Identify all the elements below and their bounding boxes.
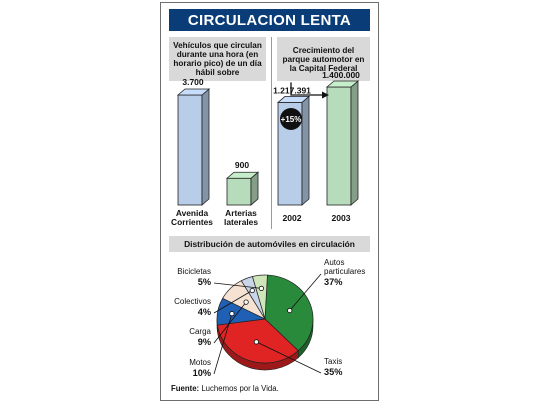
leader-dot-taxis bbox=[253, 339, 259, 345]
charts-canvas: 3.700 Avenida Corrientes 900 Arterias lateral… bbox=[171, 70, 365, 378]
source-label: Fuente: bbox=[171, 384, 200, 393]
leader-line-colectivos bbox=[213, 290, 253, 314]
value-label-avenida-corrientes: 3.700 bbox=[182, 77, 204, 87]
slice-label-carga: Carga bbox=[189, 327, 211, 336]
leader-line-taxis bbox=[256, 341, 322, 374]
slice-value-colectivos: 4% bbox=[198, 307, 211, 317]
slice-label-colectivos: Colectivos bbox=[174, 297, 211, 306]
growth-badge: +15% bbox=[280, 108, 302, 130]
slice-value-bicicletas: 5% bbox=[198, 277, 211, 287]
slice-value-carga: 9% bbox=[198, 337, 211, 347]
pie-slice-bicicletas bbox=[252, 274, 268, 320]
leader-dot-colectivos bbox=[249, 287, 255, 294]
leader-dot-bicicletas bbox=[258, 285, 265, 291]
value-label-2003: 1.400.000 bbox=[322, 70, 360, 80]
slice-value-motos: 10% bbox=[193, 368, 211, 378]
bar-2003 bbox=[325, 80, 360, 206]
category-label-avenida-corrientes: Avenida Corrientes bbox=[171, 208, 213, 227]
source-text: Luchemos por la Vida. bbox=[201, 384, 279, 393]
leader-line-bicicletas bbox=[213, 282, 262, 289]
infographic-frame: CIRCULACION LENTA Vehículos que circulan… bbox=[160, 2, 379, 401]
infographic-title: CIRCULACION LENTA bbox=[169, 9, 370, 31]
leader-dot-carga bbox=[243, 299, 249, 305]
slice-label-taxis: Taxis bbox=[324, 357, 342, 366]
bar-arterias-laterales bbox=[225, 171, 260, 206]
category-label-2003: 2003 bbox=[331, 213, 350, 223]
slice-value-taxis: 35% bbox=[324, 367, 342, 377]
category-label-2002: 2002 bbox=[282, 213, 301, 223]
slice-label-motos: Motos bbox=[189, 358, 211, 367]
leader-line-carga bbox=[213, 301, 247, 344]
fleet-chart-title: Crecimiento del parque automotor en la C… bbox=[277, 37, 370, 81]
slice-label-bicicletas: Bicicletas bbox=[177, 267, 211, 276]
value-label-2002: 1.217.391 bbox=[273, 85, 311, 95]
leader-line-autos-particulares bbox=[289, 273, 322, 311]
slice-label-autos-particulares: Autos particulares bbox=[324, 258, 365, 276]
pie-chart-title: Distribución de automóviles en circulaci… bbox=[169, 236, 370, 252]
growth-badge-label: +15% bbox=[281, 115, 302, 124]
source-note: Fuente: Luchemos por la Vida. bbox=[171, 384, 279, 393]
growth-arrow bbox=[290, 82, 329, 99]
leader-dot-motos bbox=[229, 311, 235, 317]
traffic-chart-title: Vehículos que circulan durante una hora … bbox=[169, 37, 266, 81]
slice-value-autos-particulares: 37% bbox=[324, 277, 342, 287]
leader-dot-autos-particulares bbox=[287, 307, 293, 314]
chart-divider bbox=[271, 37, 272, 229]
bar-avenida-corrientes bbox=[176, 88, 211, 206]
value-label-arterias-laterales: 900 bbox=[235, 160, 249, 170]
category-label-arterias-laterales: Arterias laterales bbox=[224, 208, 258, 227]
